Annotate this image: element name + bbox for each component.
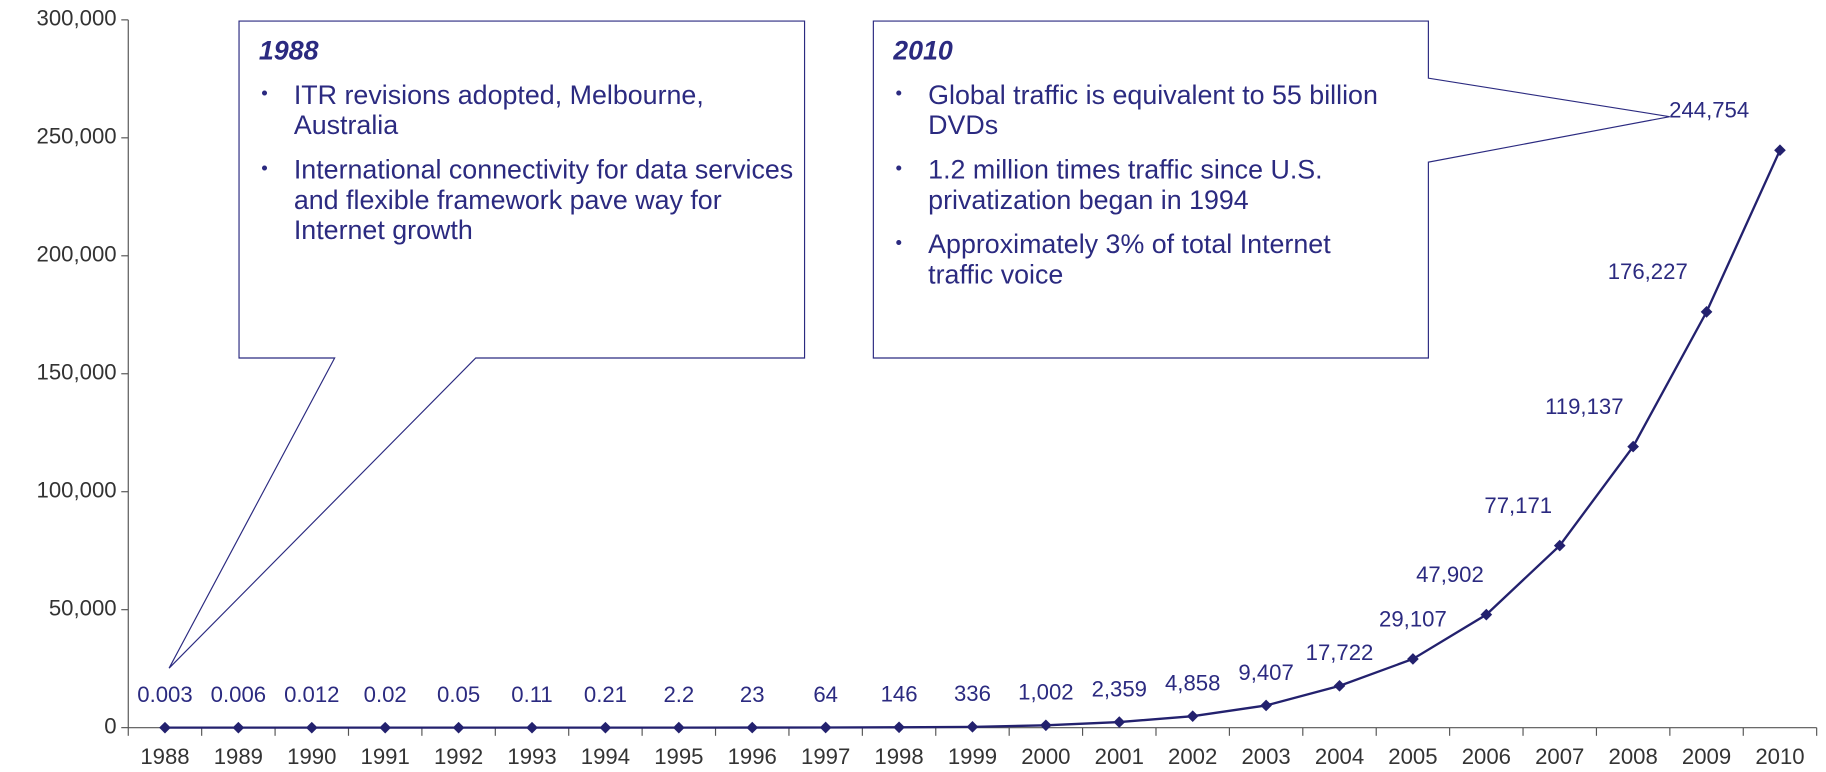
marker	[452, 721, 465, 734]
marker	[1333, 680, 1346, 692]
marker	[819, 721, 832, 734]
marker	[1186, 710, 1199, 723]
data-label: 9,407	[1238, 660, 1293, 685]
x-tick-label: 1994	[581, 744, 630, 769]
callout-text: 2010 Global traffic is equivalent to 55 …	[893, 35, 1383, 289]
data-label: 29,107	[1379, 606, 1447, 631]
callout-title: 2010	[893, 35, 953, 66]
data-label: 0.006	[211, 682, 266, 707]
x-tick-label: 1988	[140, 744, 189, 769]
marker	[1774, 144, 1786, 157]
x-tick-label: 2003	[1241, 744, 1290, 769]
data-label: 1,002	[1018, 680, 1073, 705]
data-label: 0.11	[511, 682, 552, 707]
y-tick-label: 50,000	[49, 596, 117, 621]
marker	[1040, 719, 1052, 732]
x-tick-label: 2010	[1755, 744, 1804, 769]
marker	[673, 721, 685, 734]
data-label: 2.2	[663, 682, 694, 707]
marker	[526, 721, 538, 734]
marker	[599, 721, 612, 734]
data-label: 47,902	[1416, 562, 1484, 587]
x-tick-label: 1993	[507, 744, 556, 769]
bullet: ITR revisions adopted, Melbourne, Austra…	[261, 79, 795, 140]
data-label: 0.21	[584, 682, 627, 707]
x-tick-label: 2001	[1095, 744, 1144, 769]
marker	[305, 721, 318, 734]
x-tick-label: 2002	[1168, 744, 1217, 769]
y-tick-label: 300,000	[37, 6, 117, 31]
callout: 2010 Global traffic is equivalent to 55 …	[893, 35, 1383, 350]
bullet: International connectivity for data serv…	[261, 154, 795, 245]
data-label: 64	[813, 682, 838, 707]
data-label: 336	[954, 681, 991, 706]
data-label: 0.003	[137, 682, 192, 707]
data-label: 119,137	[1545, 394, 1623, 419]
callout: 1988 ITR revisions adopted, Melbourne, A…	[259, 35, 795, 350]
marker	[893, 721, 905, 734]
y-tick-label: 100,000	[37, 478, 117, 503]
x-tick-label: 1996	[728, 744, 777, 769]
marker	[379, 721, 392, 734]
x-tick-label: 2000	[1021, 744, 1070, 769]
marker	[1113, 716, 1126, 728]
x-tick-label: 2008	[1609, 744, 1658, 769]
y-tick-label: 0	[104, 713, 116, 738]
data-label: 0.02	[364, 682, 407, 707]
callout-text: 1988 ITR revisions adopted, Melbourne, A…	[259, 35, 795, 245]
callout-title: 1988	[258, 35, 319, 66]
data-label: 23	[740, 682, 765, 707]
data-label: 4,858	[1165, 671, 1220, 696]
marker	[1700, 306, 1713, 318]
marker	[746, 721, 759, 734]
x-tick-label: 1989	[214, 744, 263, 769]
data-label: 17,722	[1306, 640, 1374, 665]
x-tick-label: 2009	[1682, 744, 1731, 769]
marker	[1553, 539, 1566, 552]
x-tick-label: 2007	[1535, 744, 1584, 769]
marker	[232, 721, 245, 734]
bullet: 1.2 million times traffic since U.S. pri…	[896, 154, 1383, 215]
y-tick-label: 250,000	[37, 124, 117, 149]
data-label: 146	[881, 682, 918, 707]
data-label: 0.05	[437, 682, 480, 707]
data-label: 244,754	[1669, 98, 1749, 123]
y-tick-label: 200,000	[37, 242, 117, 267]
x-tick-label: 1997	[801, 744, 850, 769]
marker	[1260, 699, 1272, 712]
x-tick-label: 1990	[287, 744, 336, 769]
marker	[159, 721, 171, 734]
x-tick-label: 2005	[1388, 744, 1437, 769]
x-tick-label: 1995	[654, 744, 703, 769]
x-tick-label: 1992	[434, 744, 483, 769]
bullet: Global traffic is equivalent to 55 billi…	[896, 79, 1383, 140]
data-label: 176,227	[1608, 259, 1688, 284]
marker	[1480, 608, 1493, 621]
x-tick-label: 1991	[361, 744, 410, 769]
marker	[1407, 653, 1419, 665]
x-tick-label: 1998	[874, 744, 923, 769]
marker	[966, 721, 979, 733]
data-label: 77,171	[1484, 493, 1552, 518]
data-label: 0.012	[284, 682, 339, 707]
x-tick-label: 2004	[1315, 744, 1364, 769]
bullet: Approximately 3% of total Internet traff…	[896, 229, 1383, 290]
y-tick-label: 150,000	[37, 360, 117, 385]
x-tick-label: 2006	[1462, 744, 1511, 769]
x-tick-label: 1999	[948, 744, 997, 769]
data-label: 2,359	[1092, 676, 1147, 701]
